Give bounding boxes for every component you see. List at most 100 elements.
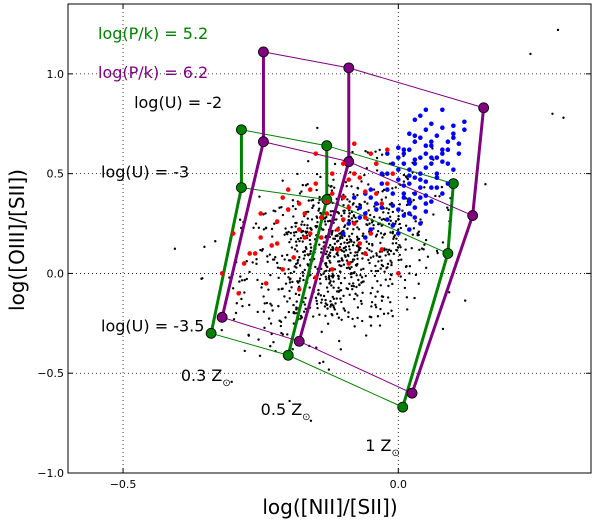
galaxy-point [332, 178, 335, 181]
galaxy-point [359, 273, 362, 277]
series-point-0 [401, 195, 407, 200]
galaxy-point [337, 339, 341, 343]
galaxy-point [366, 151, 369, 154]
galaxy-point [293, 265, 296, 268]
galaxy-point [333, 242, 337, 246]
series-point-0 [429, 139, 434, 145]
galaxy-point [356, 316, 359, 320]
series-point-1 [324, 211, 330, 216]
galaxy-point [399, 275, 402, 278]
series-point-0 [451, 167, 456, 172]
galaxy-point [273, 222, 276, 225]
series-point-0 [434, 133, 440, 139]
galaxy-point [327, 368, 331, 371]
galaxy-point [390, 261, 393, 264]
galaxy-point [361, 257, 364, 260]
galaxy-point [337, 316, 341, 319]
galaxy-point [280, 331, 283, 335]
galaxy-point [387, 312, 390, 315]
galaxy-point [327, 253, 330, 257]
galaxy-point [403, 278, 407, 282]
galaxy-point [328, 243, 332, 247]
galaxy-point [320, 330, 323, 334]
series-point-0 [429, 155, 434, 160]
galaxy-point [426, 255, 430, 258]
galaxy-point [391, 210, 395, 214]
series-point-0 [385, 217, 390, 222]
galaxy-point [386, 262, 390, 266]
galaxy-point [376, 269, 380, 273]
galaxy-point [463, 299, 467, 302]
galaxy-point [232, 318, 236, 321]
galaxy-point [406, 308, 409, 311]
series-point-1 [346, 261, 352, 266]
galaxy-point [238, 280, 241, 283]
series-point-0 [440, 107, 445, 113]
galaxy-point [287, 230, 290, 234]
galaxy-point [315, 346, 318, 349]
galaxy-point [352, 241, 356, 244]
model-node-0-0-0 [236, 124, 247, 136]
galaxy-point [380, 299, 384, 302]
series-point-1 [258, 211, 263, 216]
galaxy-point [380, 153, 384, 156]
galaxy-point [406, 177, 410, 181]
series-point-0 [440, 191, 445, 196]
galaxy-point [375, 156, 379, 160]
galaxy-point [348, 240, 351, 244]
galaxy-point [424, 238, 428, 242]
series-point-0 [390, 203, 396, 208]
galaxy-point [322, 360, 325, 364]
galaxy-point [328, 277, 331, 281]
galaxy-point [351, 244, 355, 247]
galaxy-point [348, 235, 351, 238]
series-point-0 [368, 227, 374, 232]
series-point-0 [462, 119, 467, 125]
series-point-0 [412, 191, 418, 196]
galaxy-point [382, 211, 385, 214]
series-point-0 [434, 155, 440, 160]
galaxy-point [261, 247, 264, 251]
galaxy-point [357, 228, 361, 231]
plot-area [68, 4, 591, 473]
galaxy-point [382, 312, 386, 316]
series-point-0 [462, 127, 467, 133]
galaxy-point [297, 293, 301, 297]
galaxy-point [387, 211, 390, 215]
series-point-0 [451, 135, 456, 141]
galaxy-point [446, 206, 449, 209]
galaxy-point [307, 199, 310, 202]
galaxy-point [434, 194, 437, 198]
galaxy-point [373, 274, 377, 278]
galaxy-point [356, 306, 360, 309]
series-point-0 [429, 121, 434, 127]
galaxy-point [374, 269, 378, 273]
galaxy-point [288, 281, 292, 284]
galaxy-point [342, 307, 345, 310]
galaxy-point [392, 237, 395, 241]
galaxy-point [248, 270, 251, 274]
galaxy-point [267, 317, 271, 320]
galaxy-point [281, 287, 284, 290]
galaxy-point [264, 212, 267, 215]
galaxy-point [355, 244, 359, 247]
galaxy-point [361, 291, 364, 294]
galaxy-point [417, 230, 421, 233]
galaxy-point [262, 310, 266, 313]
galaxy-point [325, 286, 329, 289]
series-point-0 [368, 187, 374, 192]
galaxy-point [354, 251, 357, 254]
galaxy-point [266, 260, 269, 264]
series-point-0 [396, 167, 401, 172]
series-point-1 [385, 147, 390, 152]
galaxy-point [386, 266, 389, 269]
series-point-0 [412, 117, 418, 123]
model-node-0-2-1 [442, 248, 454, 259]
galaxy-point [284, 227, 287, 230]
galaxy-point [359, 299, 363, 303]
series-point-0 [407, 181, 412, 186]
galaxy-point [298, 192, 302, 195]
galaxy-point [340, 318, 343, 322]
galaxy-point [315, 188, 318, 192]
galaxy-point [326, 220, 330, 223]
